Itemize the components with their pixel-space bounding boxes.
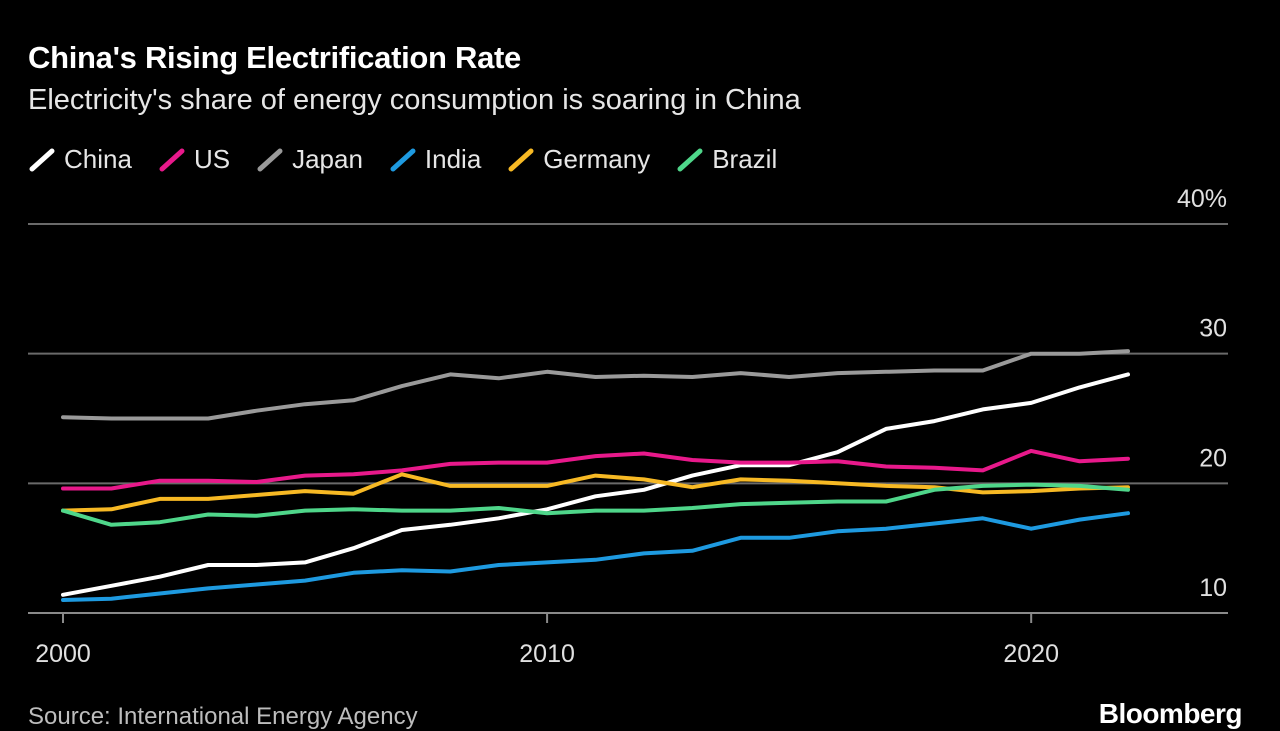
- legend-label: US: [193, 144, 231, 174]
- y-tick-label: 10: [1199, 574, 1227, 602]
- x-tick-label: 2010: [519, 640, 575, 668]
- y-tick-label: 30: [1199, 315, 1227, 343]
- chart-title: China's Rising Electrification Rate: [28, 40, 521, 75]
- legend-label: Germany: [543, 144, 651, 174]
- series-line-brazil: [61, 482, 1130, 527]
- legend-label: India: [424, 144, 482, 174]
- legend-swatch-icon: [257, 148, 283, 171]
- chart-legend: China US Japan India Germany Brazil: [28, 144, 803, 175]
- legend-swatch-icon: [29, 148, 55, 171]
- x-tick-label: 2000: [35, 640, 91, 668]
- y-tick-label: 40%: [1177, 185, 1227, 213]
- series-line-us: [61, 448, 1130, 491]
- legend-label: Japan: [292, 144, 363, 174]
- legend-swatch-icon: [677, 148, 703, 171]
- series-line-japan: [61, 349, 1130, 421]
- legend-item-japan: Japan: [256, 144, 363, 175]
- y-tick-label: 20: [1199, 444, 1227, 472]
- legend-swatch-icon: [159, 148, 185, 171]
- series-line-china: [61, 372, 1130, 597]
- legend-item-china: China: [28, 144, 132, 175]
- source-note: Source: International Energy Agency: [28, 703, 418, 730]
- x-tick-label: 2020: [1003, 640, 1059, 668]
- legend-swatch-icon: [390, 148, 416, 171]
- legend-item-brazil: Brazil: [676, 144, 777, 175]
- legend-label: Brazil: [712, 144, 778, 174]
- legend-label: China: [64, 144, 132, 174]
- series-line-india: [61, 511, 1130, 602]
- legend-item-germany: Germany: [507, 144, 650, 175]
- chart-subtitle: Electricity's share of energy consumptio…: [28, 84, 801, 116]
- legend-swatch-icon: [508, 148, 534, 171]
- legend-item-us: US: [158, 144, 230, 175]
- bloomberg-logo: Bloomberg: [1098, 698, 1243, 729]
- legend-item-india: India: [389, 144, 481, 175]
